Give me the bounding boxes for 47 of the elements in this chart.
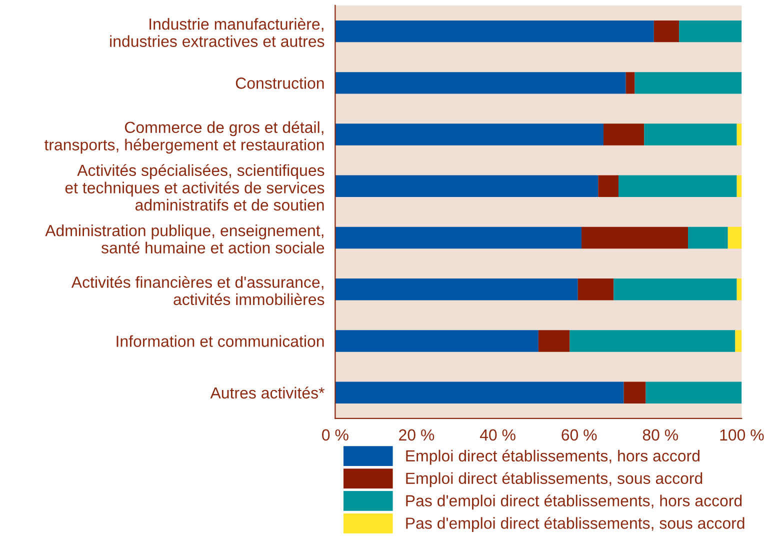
- bar: [335, 330, 538, 352]
- y-tick-label: Construction: [236, 77, 324, 89]
- bar: [335, 226, 582, 249]
- bar: [654, 20, 680, 42]
- bar: [644, 124, 737, 146]
- y-tick-label: Administration publique, enseignement, santé humaine et action sociale: [45, 224, 324, 254]
- bar: [735, 330, 742, 352]
- x-tick-label: 0 %: [322, 429, 348, 441]
- legend-label: Pas d'emploi direct établissements, hors accord: [406, 494, 742, 510]
- bar: [603, 124, 644, 146]
- bar: [624, 382, 646, 404]
- bar: [614, 278, 737, 300]
- y-tick-label: Industrie manufacturière, industries extractives et autres: [110, 18, 324, 47]
- bar: [736, 278, 742, 300]
- y-tick-label: Information et communication: [116, 335, 324, 347]
- bar: [626, 72, 635, 94]
- bar: [335, 124, 604, 146]
- bar: [578, 278, 614, 300]
- bar: [598, 175, 619, 197]
- legend-label: Pas d'emploi direct établissements, sous accord: [406, 516, 744, 532]
- bar: [538, 330, 570, 352]
- bar: [335, 382, 624, 404]
- x-tick-label: 60 %: [562, 429, 597, 441]
- bar: [335, 72, 626, 94]
- bar: [736, 175, 742, 197]
- legend-label: Emploi direct établissements, sous accord: [406, 472, 702, 488]
- bar: [335, 20, 654, 42]
- bar: [582, 226, 688, 249]
- y-tick-label: Autres activités*: [210, 386, 325, 399]
- legend-label: Emploi direct établissements, hors accord: [406, 450, 700, 465]
- bar: [335, 278, 578, 300]
- bar: [646, 382, 742, 404]
- bar: [335, 175, 598, 197]
- bar: [618, 175, 737, 197]
- y-tick-label: Activités financières et d'assurance, activités immobilières: [71, 276, 324, 306]
- x-tick-label: 20 %: [399, 429, 434, 441]
- x-tick-label: 100 %: [720, 429, 764, 441]
- bar: [634, 72, 742, 94]
- bar: [679, 20, 742, 42]
- bar: [728, 226, 742, 249]
- bar: [688, 226, 728, 249]
- bar: [570, 330, 736, 352]
- bar: [736, 124, 742, 146]
- x-tick-label: 40 %: [480, 429, 516, 441]
- y-tick-label: Commerce de gros et détail, transports, hébergement et restauration: [44, 121, 324, 154]
- x-tick-label: 80 %: [642, 429, 678, 441]
- y-tick-label: Activités spécialisées, scientifiques et techniques et activités de services administratifs et de soutien: [65, 164, 324, 211]
